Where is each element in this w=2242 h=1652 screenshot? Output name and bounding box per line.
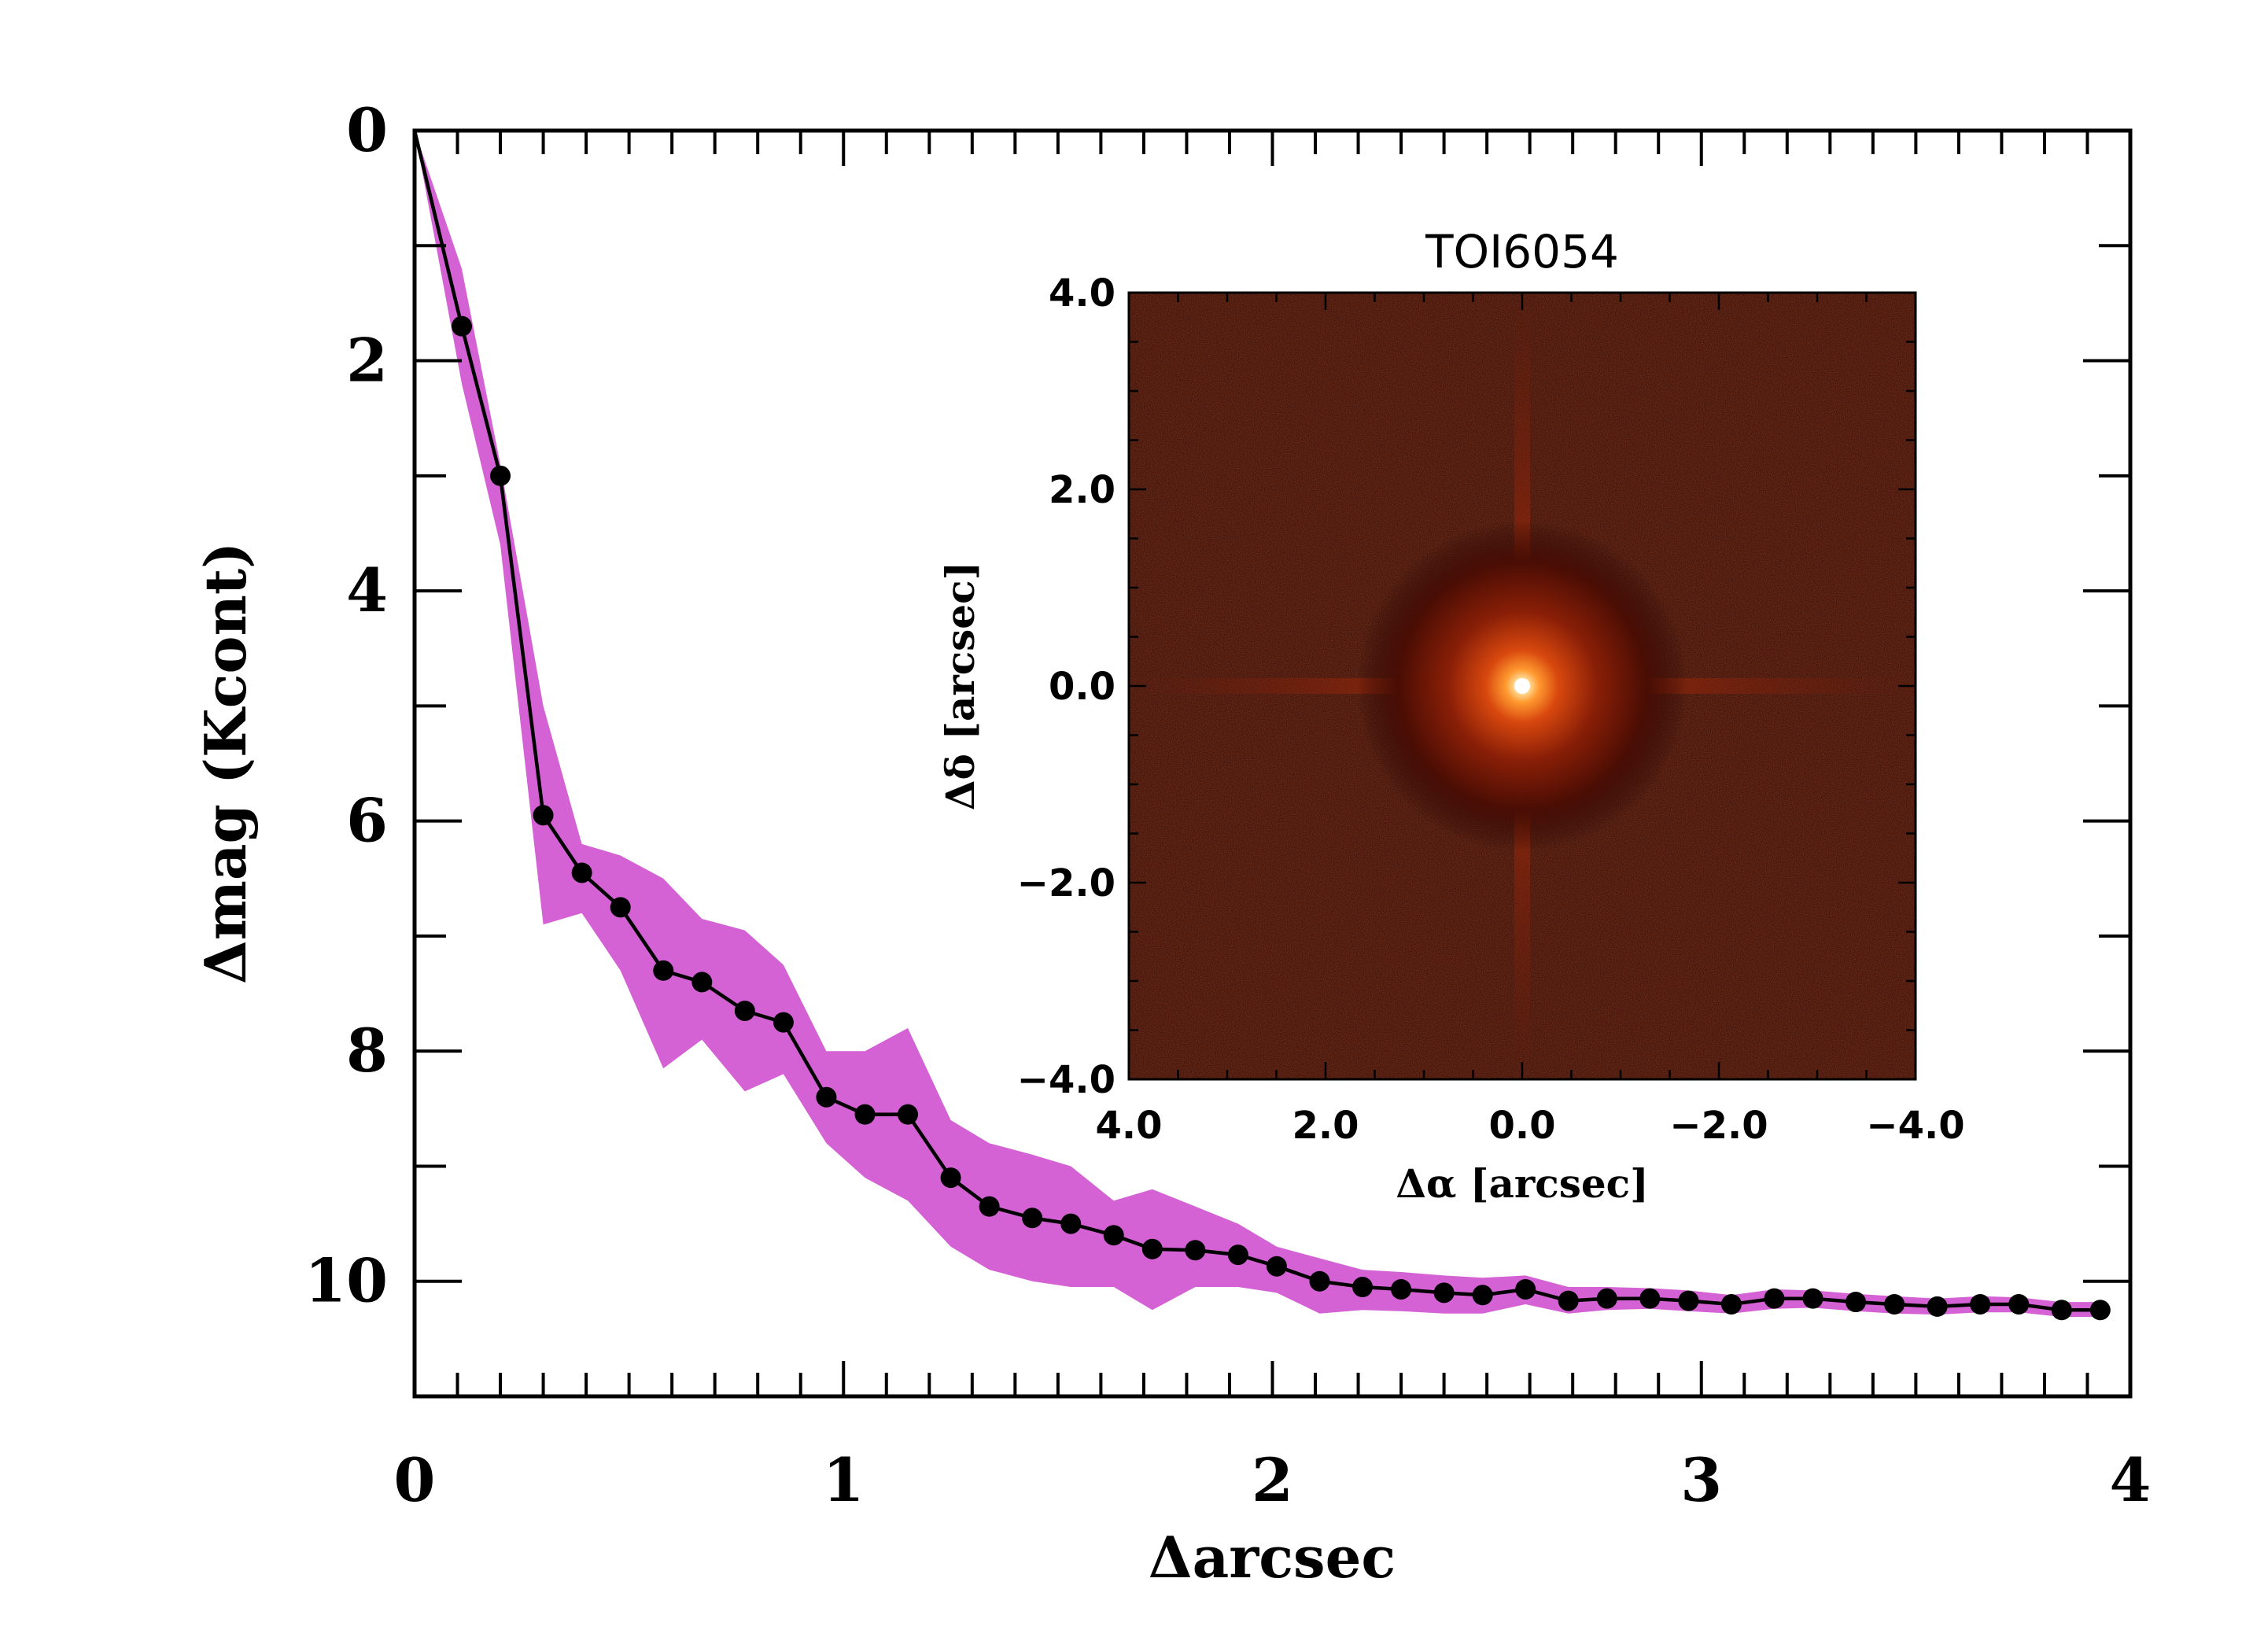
speckle-image-inset: 4.0 2.0 0.0 −2.0 −4.0 4.0 2.0 0.0 −2.0 −4.0 TOI6…: [937, 225, 1965, 1207]
data-point: [898, 1104, 919, 1125]
y-tick-labels: 0 2 4 6 8 10: [304, 95, 388, 1316]
data-point: [1639, 1288, 1661, 1309]
x-tick-label: 1: [823, 1445, 865, 1515]
inset-y-axis-title: Δδ [arcsec]: [937, 562, 983, 810]
data-point: [1309, 1270, 1330, 1292]
data-point: [490, 465, 511, 486]
data-point: [940, 1167, 961, 1189]
inset-y-tick-label: 2.0: [1049, 468, 1115, 512]
data-point: [610, 897, 631, 918]
data-point: [1764, 1288, 1785, 1309]
contrast-curve-plot: 0 1 2 3 4 0 2 4 6 8 10 Δarcsec Δmag (Kcont): [192, 95, 2151, 1591]
data-point: [1558, 1290, 1579, 1311]
data-point: [451, 315, 472, 337]
data-point: [1060, 1213, 1082, 1234]
data-point: [979, 1196, 1000, 1217]
inset-y-tick-label: −2.0: [1017, 861, 1115, 905]
inset-y-tick-label: 4.0: [1049, 271, 1115, 315]
data-point: [816, 1086, 837, 1108]
inset-axis-ticks: [1127, 291, 1917, 1081]
data-point: [691, 972, 713, 993]
y-tick-label: 0: [346, 95, 388, 165]
data-point: [1433, 1282, 1455, 1304]
data-point: [1185, 1240, 1206, 1261]
y-axis-title: Δmag (Kcont): [192, 542, 259, 984]
data-point: [1846, 1292, 1867, 1313]
inset-title: TOI6054: [1425, 225, 1619, 278]
y-tick-label: 2: [346, 326, 388, 396]
x-axis-title: Δarcsec: [1149, 1524, 1396, 1591]
data-point: [1970, 1293, 1991, 1315]
data-point: [773, 1012, 794, 1033]
main-plot-frame: [412, 128, 2133, 1399]
data-point: [1103, 1225, 1124, 1246]
data-point: [1884, 1293, 1905, 1315]
inset-x-tick-label: 2.0: [1292, 1104, 1359, 1148]
data-point: [1720, 1293, 1742, 1315]
data-point: [1352, 1277, 1374, 1298]
data-point: [1266, 1256, 1287, 1277]
data-point: [1678, 1290, 1699, 1311]
y-tick-label: 10: [304, 1246, 388, 1316]
main-axis-ticks: [413, 129, 2132, 1398]
inset-y-tick-labels: 4.0 2.0 0.0 −2.0 −4.0: [1017, 271, 1115, 1102]
data-point: [1515, 1278, 1536, 1300]
inset-y-tick-label: 0.0: [1049, 665, 1115, 709]
x-tick-label: 0: [394, 1445, 436, 1515]
x-tick-labels: 0 1 2 3 4: [394, 1445, 2152, 1515]
x-tick-label: 3: [1680, 1445, 1722, 1515]
data-point: [2008, 1293, 2030, 1315]
data-point: [2051, 1300, 2072, 1321]
inset-x-tick-labels: 4.0 2.0 0.0 −2.0 −4.0: [1095, 1104, 1964, 1148]
inset-y-tick-label: −4.0: [1017, 1058, 1115, 1102]
data-point: [1472, 1285, 1493, 1306]
data-point: [533, 805, 554, 826]
data-point: [1596, 1288, 1617, 1309]
y-tick-label: 4: [346, 555, 388, 625]
contrast-curve-points: [451, 315, 2111, 1321]
data-point: [1141, 1238, 1163, 1259]
inset-x-tick-label: 0.0: [1488, 1104, 1555, 1148]
data-point: [653, 960, 674, 981]
y-tick-label: 6: [346, 786, 388, 856]
inset-x-tick-label: 4.0: [1095, 1104, 1162, 1148]
psf-core: [1514, 678, 1530, 694]
data-point: [1391, 1278, 1412, 1300]
inset-x-tick-label: −4.0: [1866, 1104, 1964, 1148]
y-tick-label: 8: [346, 1016, 388, 1086]
data-point: [734, 1000, 755, 1021]
data-point: [854, 1104, 876, 1125]
inset-x-axis-title: Δα [arcsec]: [1396, 1160, 1649, 1207]
data-point: [1227, 1245, 1248, 1266]
inset-frame: [1127, 291, 1917, 1081]
x-tick-label: 4: [2110, 1445, 2152, 1515]
data-point: [1022, 1208, 1043, 1229]
data-point: [571, 862, 592, 883]
data-point: [1802, 1288, 1823, 1309]
data-point: [2089, 1300, 2111, 1321]
inset-x-tick-label: −2.0: [1669, 1104, 1768, 1148]
data-point: [1927, 1296, 1948, 1317]
x-tick-label: 2: [1252, 1445, 1293, 1515]
